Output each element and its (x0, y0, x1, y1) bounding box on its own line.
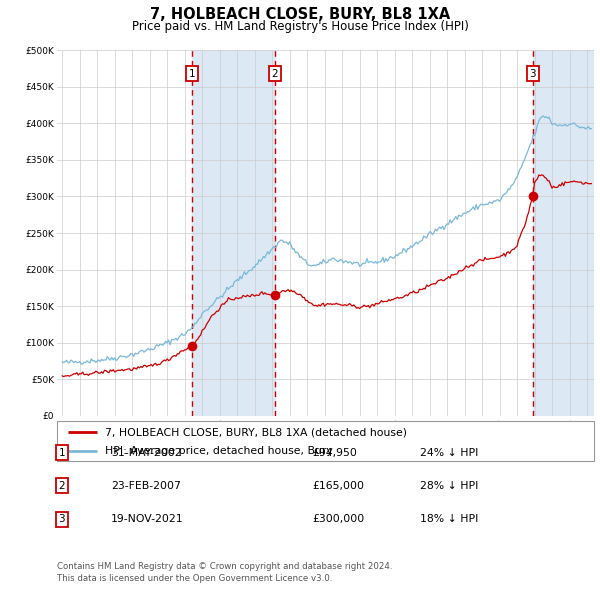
Text: 2: 2 (271, 68, 278, 78)
Text: 7, HOLBEACH CLOSE, BURY, BL8 1XA (detached house): 7, HOLBEACH CLOSE, BURY, BL8 1XA (detach… (106, 427, 407, 437)
FancyBboxPatch shape (57, 421, 594, 461)
Text: 2: 2 (58, 481, 65, 490)
Text: 28% ↓ HPI: 28% ↓ HPI (420, 481, 478, 490)
Text: £300,000: £300,000 (312, 514, 364, 524)
Bar (533, 50, 594, 416)
Text: £165,000: £165,000 (312, 481, 364, 490)
Text: 3: 3 (58, 514, 65, 524)
Bar (192, 50, 275, 416)
Text: HPI: Average price, detached house, Bury: HPI: Average price, detached house, Bury (106, 445, 333, 455)
Text: Price paid vs. HM Land Registry's House Price Index (HPI): Price paid vs. HM Land Registry's House … (131, 20, 469, 33)
Text: 3: 3 (529, 68, 536, 78)
Text: 19-NOV-2021: 19-NOV-2021 (111, 514, 184, 524)
Text: 31-MAY-2002: 31-MAY-2002 (111, 448, 182, 457)
Text: £94,950: £94,950 (312, 448, 357, 457)
Text: 18% ↓ HPI: 18% ↓ HPI (420, 514, 478, 524)
Text: 24% ↓ HPI: 24% ↓ HPI (420, 448, 478, 457)
Text: 1: 1 (189, 68, 196, 78)
Text: Contains HM Land Registry data © Crown copyright and database right 2024.
This d: Contains HM Land Registry data © Crown c… (57, 562, 392, 583)
Text: 1: 1 (58, 448, 65, 457)
Text: 7, HOLBEACH CLOSE, BURY, BL8 1XA: 7, HOLBEACH CLOSE, BURY, BL8 1XA (150, 7, 450, 22)
Text: 23-FEB-2007: 23-FEB-2007 (111, 481, 181, 490)
